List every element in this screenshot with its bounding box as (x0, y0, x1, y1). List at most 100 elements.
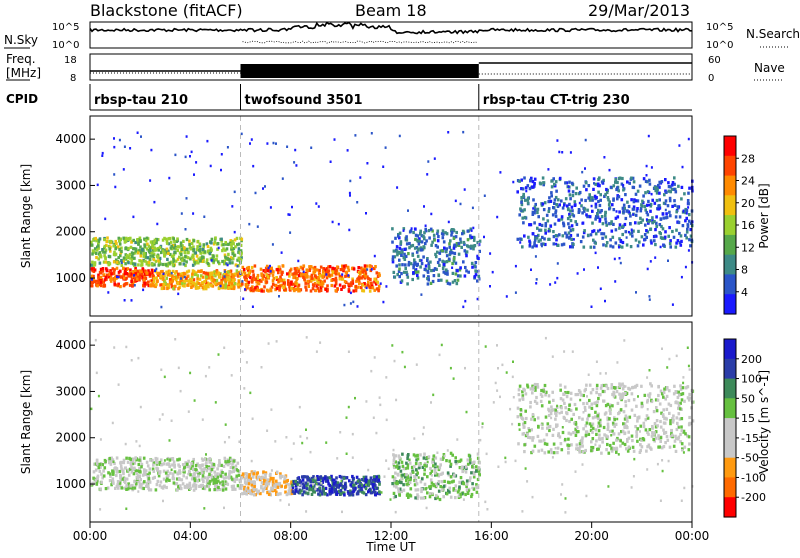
data-cell (251, 138, 253, 141)
data-cell (608, 207, 611, 210)
data-cell (546, 214, 549, 217)
data-cell (597, 266, 599, 269)
data-cell (454, 496, 457, 499)
data-cell (118, 239, 121, 242)
data-cell (675, 210, 678, 213)
data-cell (554, 198, 557, 201)
data-cell (91, 281, 94, 284)
data-cell (162, 249, 165, 252)
data-cell (310, 265, 313, 268)
data-cell (100, 281, 103, 284)
data-cell (450, 496, 453, 499)
data-cell (99, 470, 102, 473)
data-cell (268, 267, 270, 270)
data-cell (332, 271, 335, 274)
data-cell (679, 384, 682, 387)
data-cell (406, 493, 409, 496)
data-cell (175, 260, 178, 263)
data-cell (595, 232, 598, 235)
data-cell (448, 221, 450, 224)
data-cell (619, 257, 621, 260)
data-cell (102, 267, 105, 270)
data-cell (610, 386, 613, 389)
data-cell (657, 385, 660, 388)
data-cell (169, 459, 172, 462)
data-cell (622, 188, 625, 191)
data-cell (168, 465, 171, 468)
data-cell (159, 418, 161, 421)
data-cell (322, 270, 325, 273)
data-cell (597, 417, 600, 420)
data-cell (532, 207, 534, 210)
data-cell (123, 168, 125, 171)
data-cell (319, 490, 322, 493)
data-cell (241, 283, 244, 286)
data-cell (116, 267, 119, 270)
data-cell (525, 186, 528, 189)
data-cell (462, 306, 464, 309)
data-cell (606, 241, 609, 244)
data-cell (580, 204, 583, 207)
data-cell (155, 488, 158, 491)
data-cell (392, 475, 395, 478)
data-cell (290, 287, 293, 290)
data-cell (325, 288, 328, 291)
data-cell (185, 228, 187, 231)
data-cell (127, 261, 130, 264)
data-cell (419, 265, 422, 268)
data-cell (401, 263, 404, 266)
data-cell (471, 236, 474, 239)
data-cell (471, 482, 474, 485)
data-cell (251, 280, 254, 283)
data-cell (132, 216, 134, 219)
data-cell (159, 461, 162, 464)
data-cell (525, 392, 528, 395)
noise-left-tick-top: 10^5 (52, 22, 79, 33)
data-cell (208, 488, 211, 491)
data-cell (493, 401, 495, 404)
data-cell (216, 279, 219, 282)
data-cell (244, 481, 247, 484)
data-cell (216, 481, 219, 484)
data-cell (532, 180, 535, 183)
data-cell (398, 456, 401, 459)
data-cell (185, 476, 188, 479)
data-cell (450, 463, 453, 466)
data-cell (443, 263, 446, 266)
data-cell (153, 277, 156, 280)
data-cell (140, 465, 143, 468)
data-cell (115, 242, 118, 245)
data-cell (552, 428, 555, 431)
data-cell (344, 275, 347, 278)
data-cell (354, 397, 356, 400)
data-cell (249, 276, 252, 279)
data-cell (673, 445, 676, 448)
data-cell (287, 279, 290, 282)
data-cell (660, 246, 662, 249)
data-cell (127, 461, 130, 464)
data-cell (95, 479, 98, 482)
data-cell (133, 257, 136, 260)
data-cell (425, 239, 428, 242)
data-cell (611, 404, 614, 407)
data-cell (628, 445, 631, 448)
data-cell (449, 251, 452, 254)
data-cell (303, 490, 306, 493)
data-cell (295, 278, 298, 281)
data-cell (631, 439, 634, 442)
data-cell (99, 237, 102, 240)
data-cell (443, 247, 446, 250)
data-cell (677, 185, 680, 188)
data-cell (641, 445, 644, 448)
data-cell (97, 276, 100, 279)
noise-traces (90, 23, 692, 44)
data-cell (190, 247, 193, 250)
data-cell (223, 507, 225, 510)
data-cell (289, 231, 291, 234)
nave-tick-top: 60 (708, 55, 721, 66)
data-cell (324, 492, 327, 495)
data-cell (528, 223, 531, 226)
data-cell (572, 413, 575, 416)
data-cell (110, 272, 113, 275)
data-cell (522, 187, 525, 190)
